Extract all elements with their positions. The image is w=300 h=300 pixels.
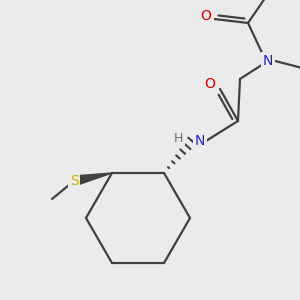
Text: O: O [205,77,215,91]
Polygon shape [73,173,112,186]
Text: N: N [195,134,205,148]
Text: N: N [263,54,273,68]
Text: O: O [201,9,212,23]
Text: H: H [173,133,183,146]
Text: S: S [70,174,78,188]
